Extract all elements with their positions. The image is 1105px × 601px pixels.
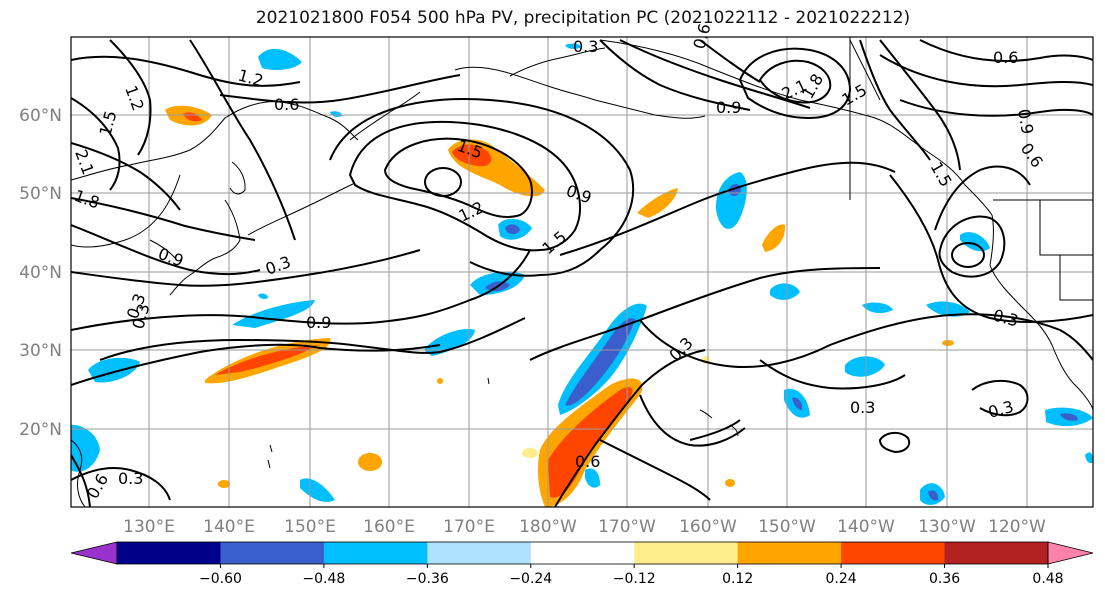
precip-negative-region xyxy=(232,300,315,328)
lat-tick-label: 30°N xyxy=(19,341,62,361)
lon-tick-label: 120°W xyxy=(988,517,1046,537)
contour-label: 0.3 xyxy=(850,398,875,417)
contour-label: 0.6 xyxy=(575,452,600,471)
precip-positive-region xyxy=(358,453,382,471)
precip-negative-region xyxy=(928,490,939,501)
precip-negative-region xyxy=(71,424,100,472)
colorbar-tick-label: −0.60 xyxy=(199,571,242,587)
lat-tick-label: 60°N xyxy=(19,106,62,126)
precip-positive-region xyxy=(452,144,492,167)
map-title: 2021021800 F054 500 hPa PV, precipitatio… xyxy=(255,8,911,28)
precip-negative-region xyxy=(424,329,475,356)
colorbar-segment xyxy=(427,542,532,564)
coastlines xyxy=(71,37,1093,507)
precip-negative-region xyxy=(862,302,893,313)
lon-tick-label: 140°E xyxy=(203,517,255,537)
precip-negative-region xyxy=(845,356,885,377)
precip-shading xyxy=(71,43,1093,507)
lon-tick-label: 160°E xyxy=(363,517,415,537)
precip-negative-region xyxy=(258,293,268,299)
lat-axis: 60°N 50°N 40°N 30°N 20°N xyxy=(19,106,62,440)
contour-label: 0.6 xyxy=(274,95,299,114)
lon-tick-label: 150°E xyxy=(284,517,336,537)
lon-tick-label: 170°W xyxy=(598,517,656,537)
precip-negative-region xyxy=(565,43,581,49)
colorbar-tick-label: 0.36 xyxy=(929,571,960,587)
precip-positive-region xyxy=(522,448,538,458)
colorbar: −0.60 −0.48 −0.36 −0.24 −0.12 0.12 0.24 0.36 0.4… xyxy=(70,541,1094,587)
precip-negative-region xyxy=(505,224,520,235)
colorbar-tick-label: 0.48 xyxy=(1032,571,1063,587)
precip-negative-region xyxy=(1085,452,1093,464)
precip-negative-region xyxy=(258,48,302,70)
precip-positive-region xyxy=(725,479,735,487)
colorbar-segment xyxy=(841,542,946,564)
colorbar-extend-low xyxy=(70,541,118,565)
precip-negative-region xyxy=(792,397,803,410)
lon-tick-label: 160°W xyxy=(679,517,737,537)
precip-negative-region xyxy=(585,468,600,488)
precip-positive-region xyxy=(215,345,318,375)
pv-contours xyxy=(71,39,1093,507)
precip-positive-region xyxy=(437,378,443,384)
precip-positive-region xyxy=(548,387,633,498)
precip-positive-region xyxy=(942,340,954,346)
lon-tick-label: 140°W xyxy=(837,517,895,537)
colorbar-tick-label: 0.24 xyxy=(826,571,857,587)
colorbar-segment xyxy=(323,542,428,564)
lat-tick-label: 20°N xyxy=(19,420,62,440)
map-frame xyxy=(70,36,1094,508)
lon-tick-label: 180°W xyxy=(519,517,577,537)
contour-label: 0.9 xyxy=(716,98,741,117)
precip-positive-region xyxy=(218,480,230,488)
colorbar-tick-label: −0.12 xyxy=(613,571,656,587)
precip-negative-region xyxy=(1060,413,1078,421)
precip-positive-region xyxy=(637,188,678,218)
precip-negative-region xyxy=(960,232,990,252)
precip-negative-region xyxy=(565,318,635,406)
colorbar-segment xyxy=(634,542,739,564)
precip-negative-region xyxy=(770,283,800,300)
precip-negative-region xyxy=(300,478,335,502)
colorbar-tick-label: −0.36 xyxy=(406,571,449,587)
contour-label: 0.6 xyxy=(993,48,1018,67)
colorbar-segment xyxy=(530,542,635,564)
colorbar-tick-label: 0.12 xyxy=(722,571,753,587)
precip-negative-region xyxy=(926,301,970,317)
lat-tick-label: 40°N xyxy=(19,263,62,283)
colorbar-segment xyxy=(737,542,842,564)
lat-tick-label: 50°N xyxy=(19,184,62,204)
colorbar-segment xyxy=(117,542,221,564)
contour-label: 0.9 xyxy=(1014,107,1037,135)
colorbar-tick-label: −0.48 xyxy=(302,571,345,587)
colorbar-outline xyxy=(116,541,1049,565)
contour-label: 0.9 xyxy=(306,313,331,332)
lon-tick-label: 130°E xyxy=(123,517,175,537)
map-grid xyxy=(71,37,1093,507)
contour-label: 0.3 xyxy=(118,469,143,488)
precip-positive-region xyxy=(762,224,786,252)
lon-tick-label: 170°E xyxy=(443,517,495,537)
colorbar-tick-label: −0.24 xyxy=(509,571,552,587)
lon-tick-label: 150°W xyxy=(758,517,816,537)
colorbar-segment xyxy=(220,542,325,564)
lon-axis: 130°E 140°E 150°E 160°E 170°E 180°W 170°… xyxy=(123,517,1046,537)
lon-tick-label: 130°W xyxy=(918,517,976,537)
colorbar-extend-high xyxy=(1047,541,1094,565)
colorbar-segment xyxy=(944,542,1049,564)
contour-label: 0.3 xyxy=(573,37,598,56)
precip-negative-region xyxy=(330,111,342,117)
